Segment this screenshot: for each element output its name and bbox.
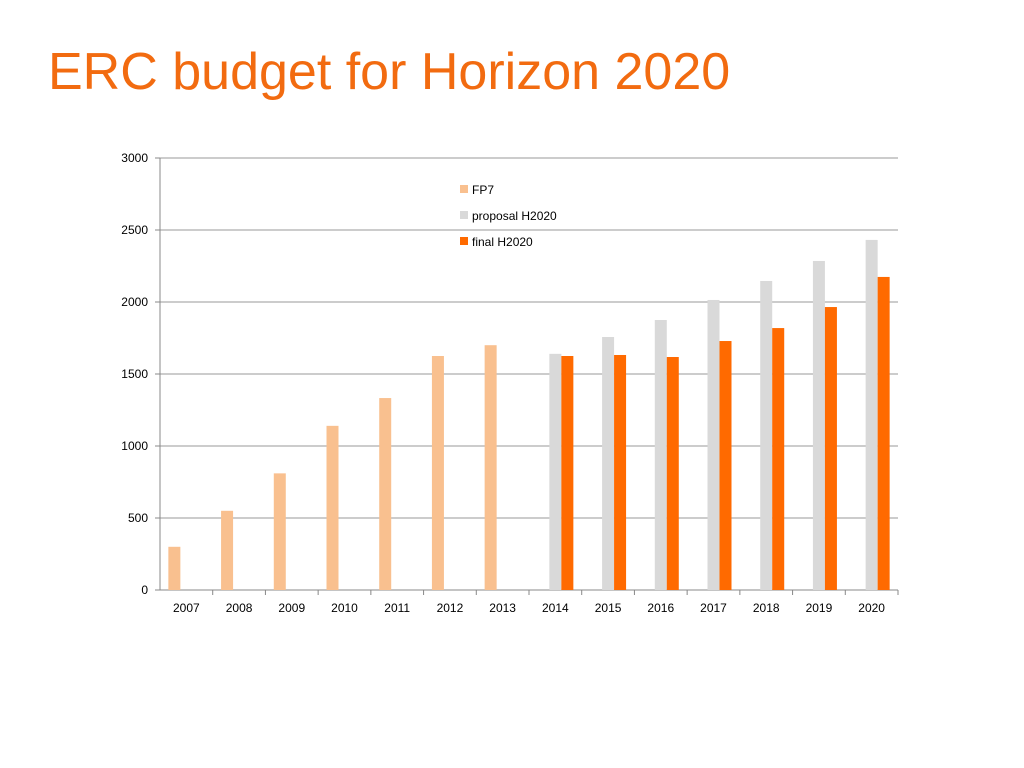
- bar-proposal-h2020: [602, 336, 615, 590]
- x-tick-label: 2019: [806, 601, 833, 615]
- x-tick-label: 2010: [331, 601, 358, 615]
- x-tick-label: 2007: [173, 601, 200, 615]
- y-tick-label: 1000: [121, 439, 148, 453]
- x-tick-label: 2017: [700, 601, 727, 615]
- bar-final-h2020: [719, 341, 732, 590]
- bar-proposal-h2020: [549, 353, 562, 590]
- bar-final-h2020: [561, 356, 574, 590]
- bar-fp7: [168, 546, 181, 590]
- bar-proposal-h2020: [865, 239, 878, 590]
- bar-fp7: [484, 345, 497, 590]
- x-tick-label: 2009: [278, 601, 305, 615]
- legend-label: final H2020: [472, 235, 533, 249]
- legend-label: proposal H2020: [472, 209, 557, 223]
- bar-fp7: [273, 473, 286, 590]
- bar-fp7: [326, 425, 339, 590]
- bar-proposal-h2020: [812, 260, 825, 590]
- x-tick-label: 2012: [437, 601, 464, 615]
- bar-final-h2020: [614, 354, 627, 590]
- y-tick-label: 3000: [121, 151, 148, 165]
- bar-final-h2020: [666, 357, 679, 590]
- slide-title: ERC budget for Horizon 2020: [48, 43, 731, 101]
- y-tick-label: 0: [141, 583, 148, 597]
- bar-final-h2020: [824, 307, 837, 590]
- bar-fp7: [379, 398, 392, 590]
- x-tick-label: 2008: [226, 601, 253, 615]
- bar-fp7: [431, 356, 444, 590]
- bar-final-h2020: [772, 328, 785, 590]
- y-tick-label: 1500: [121, 367, 148, 381]
- bar-proposal-h2020: [707, 299, 720, 590]
- bar-final-h2020: [877, 276, 890, 590]
- bar-proposal-h2020: [654, 320, 667, 590]
- y-tick-label: 500: [128, 511, 148, 525]
- legend-label: FP7: [472, 183, 494, 197]
- legend-swatch: [460, 211, 468, 219]
- legend-swatch: [460, 185, 468, 193]
- x-tick-label: 2011: [384, 601, 410, 615]
- legend-swatch: [460, 237, 468, 245]
- bar-fp7: [221, 510, 234, 590]
- y-tick-label: 2500: [121, 223, 148, 237]
- x-tick-label: 2020: [858, 601, 885, 615]
- x-tick-label: 2018: [753, 601, 780, 615]
- x-tick-label: 2016: [647, 601, 674, 615]
- bar-proposal-h2020: [760, 280, 773, 590]
- y-tick-label: 2000: [121, 295, 148, 309]
- x-tick-label: 2015: [595, 601, 622, 615]
- x-tick-label: 2014: [542, 601, 569, 615]
- x-tick-label: 2013: [489, 601, 516, 615]
